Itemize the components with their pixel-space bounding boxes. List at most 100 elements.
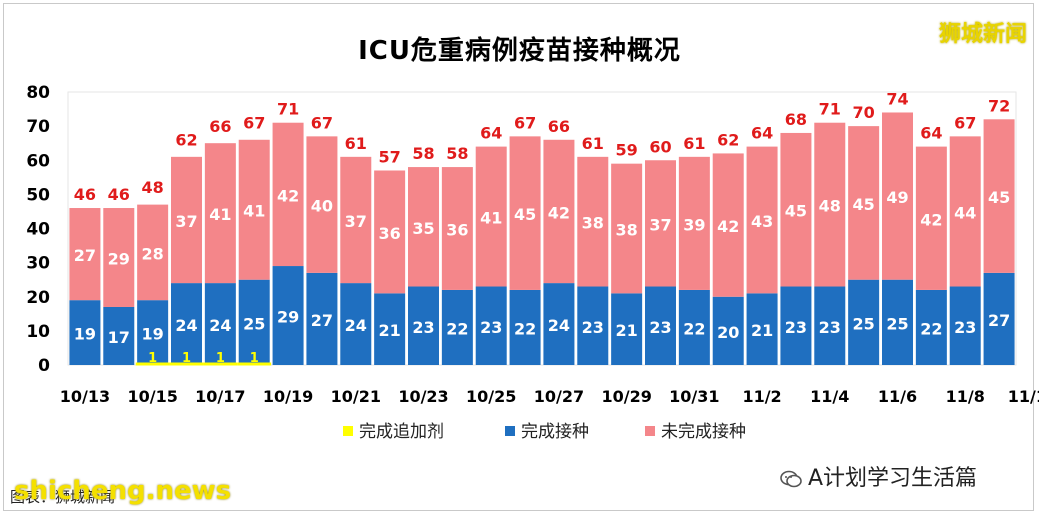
data-label-unvaccinated: 35 [412, 219, 434, 238]
data-label-total: 48 [142, 178, 164, 197]
data-label-total: 62 [717, 130, 739, 149]
data-label-vaccinated: 25 [853, 314, 875, 333]
bar-unvaccinated [611, 163, 643, 294]
x-tick-label: 10/17 [195, 387, 245, 406]
bar-unvaccinated [509, 136, 541, 290]
data-label-vaccinated: 23 [785, 318, 807, 337]
wechat-account: A计划学习生活篇 [780, 460, 977, 492]
data-label-unvaccinated: 37 [175, 212, 197, 231]
bar-vaccinated [577, 286, 609, 365]
bar-unvaccinated [949, 136, 981, 287]
data-label-unvaccinated: 38 [616, 221, 638, 240]
legend-label: 未完成接种 [661, 422, 746, 442]
data-label-vaccinated: 24 [175, 316, 197, 335]
legend-swatch [505, 426, 515, 436]
data-label-total: 70 [853, 103, 875, 122]
x-tick-label: 10/27 [534, 387, 584, 406]
data-label-total: 64 [920, 124, 942, 143]
data-label-total: 61 [683, 134, 705, 153]
bar-unvaccinated [171, 156, 202, 284]
bar-vaccinated [204, 283, 236, 365]
bar-unvaccinated [712, 153, 744, 297]
data-label-booster: 1 [148, 351, 157, 366]
bar-unvaccinated [915, 146, 947, 290]
data-label-vaccinated: 23 [480, 318, 502, 337]
bar-unvaccinated [645, 160, 676, 287]
data-label-total: 72 [988, 96, 1010, 115]
bar-unvaccinated [780, 132, 812, 287]
x-tick-label: 11/2 [742, 387, 781, 406]
chart-title: ICU危重病例疫苗接种概况 [358, 36, 681, 66]
data-label-unvaccinated: 41 [480, 209, 502, 228]
data-label-vaccinated: 25 [886, 314, 908, 333]
bar-vaccinated [475, 286, 507, 365]
data-label-total: 60 [649, 137, 671, 156]
bar-vaccinated [103, 306, 135, 365]
y-tick-label: 70 [26, 117, 50, 137]
data-label-unvaccinated: 45 [853, 195, 875, 214]
bar-vaccinated [611, 293, 643, 365]
data-label-total: 67 [514, 113, 536, 132]
data-label-vaccinated: 22 [514, 319, 536, 338]
x-tick-label: 10/21 [331, 387, 381, 406]
bar-vaccinated [509, 289, 541, 365]
data-label-unvaccinated: 44 [954, 203, 976, 222]
bar-unvaccinated [137, 204, 169, 301]
data-label-unvaccinated: 37 [345, 212, 367, 231]
data-label-total: 58 [446, 144, 468, 163]
y-tick-label: 0 [38, 356, 50, 376]
data-label-unvaccinated: 36 [379, 224, 401, 243]
bar-unvaccinated [814, 122, 846, 287]
data-label-vaccinated: 24 [345, 316, 367, 335]
legend-label: 完成接种 [521, 422, 589, 442]
data-label-unvaccinated: 37 [649, 215, 671, 234]
data-label-unvaccinated: 42 [717, 217, 739, 236]
data-label-vaccinated: 22 [446, 319, 468, 338]
bar-vaccinated [678, 289, 710, 365]
bar-vaccinated [645, 286, 676, 365]
data-label-unvaccinated: 42 [548, 203, 570, 222]
bar-vaccinated [848, 279, 880, 365]
bar-vaccinated [746, 293, 778, 365]
data-label-vaccinated: 27 [988, 311, 1010, 330]
data-label-total: 74 [886, 89, 908, 108]
data-label-total: 57 [379, 147, 401, 166]
data-label-total: 67 [311, 113, 333, 132]
bar-vaccinated [238, 279, 270, 365]
bar-unvaccinated [882, 112, 913, 280]
data-label-vaccinated: 22 [920, 319, 942, 338]
watermark: shicheng.news [14, 476, 232, 506]
bar-vaccinated [814, 286, 846, 365]
y-tick-label: 80 [26, 83, 50, 103]
bar-unvaccinated [374, 170, 406, 294]
bar-vaccinated [340, 283, 372, 365]
bar-unvaccinated [103, 208, 135, 307]
data-label-vaccinated: 23 [582, 318, 604, 337]
x-tick-label: 10/31 [669, 387, 719, 406]
data-label-unvaccinated: 43 [751, 212, 773, 231]
bar-unvaccinated [204, 143, 236, 284]
bar-vaccinated [441, 289, 473, 365]
bar-vaccinated [915, 289, 947, 365]
wechat-name: A计划学习生活篇 [808, 466, 978, 491]
data-label-unvaccinated: 36 [446, 221, 468, 240]
legend-label: 完成追加剂 [359, 422, 444, 442]
bar-vaccinated [374, 293, 406, 365]
data-label-unvaccinated: 41 [209, 205, 231, 224]
data-label-unvaccinated: 49 [886, 188, 908, 207]
bar-vaccinated [983, 272, 1015, 365]
bar-vaccinated [780, 286, 812, 365]
x-tick-label: 10/29 [601, 387, 651, 406]
data-label-unvaccinated: 45 [988, 188, 1010, 207]
y-tick-label: 20 [26, 288, 50, 308]
bar-unvaccinated [441, 167, 473, 290]
bar-unvaccinated [475, 146, 507, 287]
data-label-booster: 1 [216, 351, 225, 366]
data-label-vaccinated: 22 [683, 319, 705, 338]
bar-unvaccinated [408, 167, 439, 287]
x-tick-label: 11/4 [810, 387, 849, 406]
bar-vaccinated [882, 279, 913, 365]
bar-unvaccinated [848, 126, 880, 280]
x-tick-label: 10/23 [398, 387, 448, 406]
